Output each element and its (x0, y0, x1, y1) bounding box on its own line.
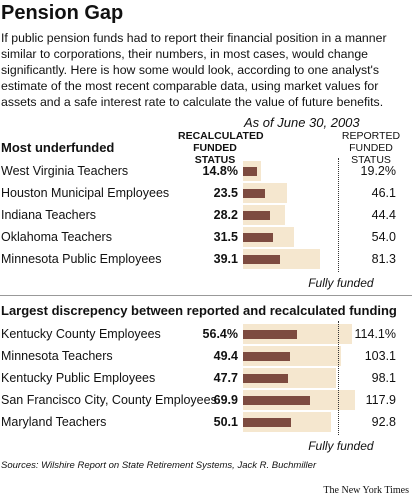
row-label: Minnesota Teachers (1, 349, 113, 363)
reported-bar (243, 249, 321, 269)
credit: The New York Times (323, 485, 409, 496)
reported-label: 114.1% (354, 327, 396, 341)
recalculated-label: 39.1 (213, 252, 238, 266)
section-title: Most underfunded (1, 140, 115, 155)
reference-label: Fully funded (308, 439, 374, 453)
row-label: Indiana Teachers (1, 208, 96, 222)
column-header: RECALCULATED FUNDED STATUS (178, 130, 264, 166)
intro: If public pension funds had to report th… (1, 31, 387, 109)
recalculated-label: 28.2 (213, 208, 238, 222)
row-label: Houston Municipal Employees (1, 186, 170, 200)
reported-label: 19.2% (360, 164, 396, 178)
reported-label: 98.1 (371, 371, 396, 385)
recalculated-bar (243, 374, 289, 383)
reported-bar (243, 324, 352, 344)
source: Sources: Wilshire Report on State Retire… (1, 460, 317, 471)
recalculated-bar (243, 233, 273, 242)
section-title: Largest discrepency between reported and… (1, 303, 397, 318)
row-label: West Virginia Teachers (1, 164, 129, 178)
row-label: Kentucky Public Employees (1, 371, 156, 385)
row-label: Oklahoma Teachers (1, 230, 112, 244)
recalculated-label: 31.5 (213, 230, 238, 244)
reference-label: Fully funded (308, 276, 374, 290)
reported-label: 103.1 (364, 349, 396, 363)
recalculated-bar (243, 352, 291, 361)
recalculated-label: 47.7 (213, 371, 238, 385)
reported-bar (243, 368, 337, 388)
recalculated-bar (243, 167, 258, 176)
recalculated-label: 49.4 (213, 349, 238, 363)
row-label: Maryland Teachers (1, 415, 107, 429)
reported-label: 92.8 (371, 415, 396, 429)
reported-label: 46.1 (371, 186, 396, 200)
reported-label: 81.3 (371, 252, 396, 266)
separator (0, 295, 412, 296)
recalculated-bar (243, 189, 266, 198)
row-label: Minnesota Public Employees (1, 252, 162, 266)
column-header: REPORTED FUNDED STATUS (341, 130, 401, 166)
recalculated-label: 50.1 (213, 415, 238, 429)
reported-label: 117.9 (365, 393, 396, 407)
row-label: San Francisco City, County Employees (1, 393, 217, 407)
reference-line (338, 321, 340, 435)
recalculated-label: 14.8% (202, 164, 238, 178)
recalculated-label: 23.5 (213, 186, 238, 200)
reported-bar (243, 346, 342, 366)
row-label: Kentucky County Employees (1, 327, 161, 341)
recalculated-bar (243, 418, 291, 427)
reported-label: 44.4 (371, 208, 396, 222)
recalculated-bar (243, 396, 310, 405)
reported-label: 54.0 (371, 230, 396, 244)
title: Pension Gap (1, 2, 124, 24)
reference-line (338, 158, 340, 272)
recalculated-bar (243, 255, 281, 264)
recalculated-bar (243, 330, 297, 339)
date-note: As of June 30, 2003 (244, 115, 360, 130)
recalculated-label: 56.4% (202, 327, 238, 341)
recalculated-bar (243, 211, 270, 220)
recalculated-label: 69.9 (213, 393, 238, 407)
